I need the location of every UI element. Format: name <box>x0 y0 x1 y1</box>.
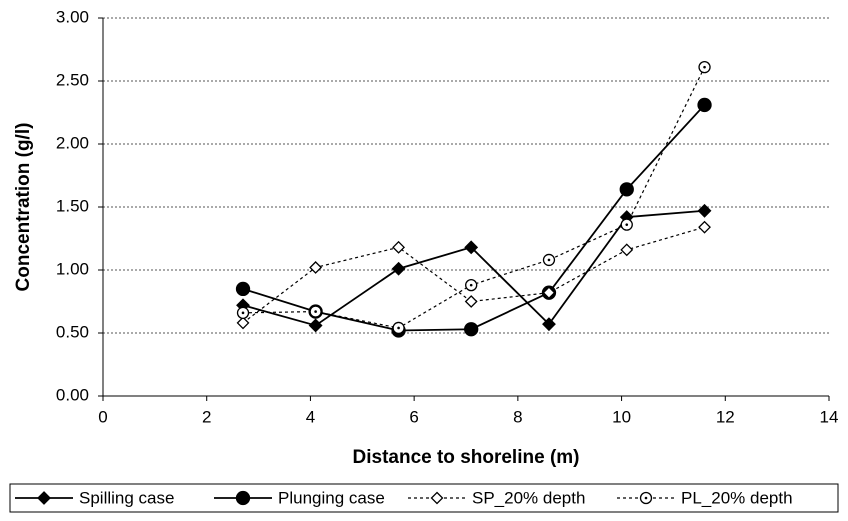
marker-dot <box>644 496 648 500</box>
x-tick-label: 10 <box>612 407 631 426</box>
x-tick-label: 14 <box>820 407 839 426</box>
legend-marker <box>235 490 251 506</box>
legend-label: Plunging case <box>278 488 385 507</box>
series-line <box>242 104 706 332</box>
data-point <box>542 317 556 332</box>
y-tick-label: 3.00 <box>56 7 89 26</box>
data-point <box>619 182 634 197</box>
y-tick-label: 0.00 <box>56 385 89 404</box>
y-tick-label: 1.50 <box>56 196 89 215</box>
data-point <box>464 295 478 308</box>
marker-dot <box>625 223 629 226</box>
data-point <box>464 322 479 337</box>
data-point <box>542 286 556 300</box>
data-point <box>392 240 406 254</box>
legend-label: Spilling case <box>79 488 174 507</box>
legend-label: PL_20% depth <box>681 488 793 507</box>
data-point <box>309 261 323 274</box>
x-tick-label: 6 <box>409 407 418 426</box>
x-tick-label: 2 <box>202 407 211 426</box>
legend-box <box>9 483 839 513</box>
data-point <box>697 203 712 218</box>
marker-dot <box>314 310 317 313</box>
y-tick-label: 1.00 <box>56 259 89 278</box>
legend-marker <box>430 491 444 505</box>
x-tick-label: 4 <box>306 407 315 426</box>
y-tick-label: 2.50 <box>56 70 89 89</box>
data-point <box>235 281 251 297</box>
marker-dot <box>703 65 706 69</box>
legend-label: SP_20% depth <box>472 488 585 507</box>
data-point <box>620 243 634 257</box>
x-tick-label: 0 <box>98 407 107 426</box>
data-point <box>308 318 323 333</box>
data-point <box>698 220 711 234</box>
data-point <box>391 261 406 276</box>
y-tick-label: 2.00 <box>56 133 89 152</box>
x-tick-label: 8 <box>513 407 522 426</box>
y-tick-label: 0.50 <box>56 322 89 341</box>
y-axis-label: Concentration (g/l) <box>13 123 34 292</box>
legend-marker <box>37 491 51 505</box>
data-point <box>236 316 250 330</box>
x-tick-label: 12 <box>716 407 735 426</box>
marker-dot <box>469 283 473 287</box>
x-axis-label: Distance to shoreline (m) <box>353 447 580 468</box>
marker-dot <box>547 258 551 262</box>
data-point <box>697 97 712 113</box>
marker-dot <box>397 326 400 330</box>
data-point <box>464 240 479 255</box>
marker-dot <box>241 311 245 315</box>
